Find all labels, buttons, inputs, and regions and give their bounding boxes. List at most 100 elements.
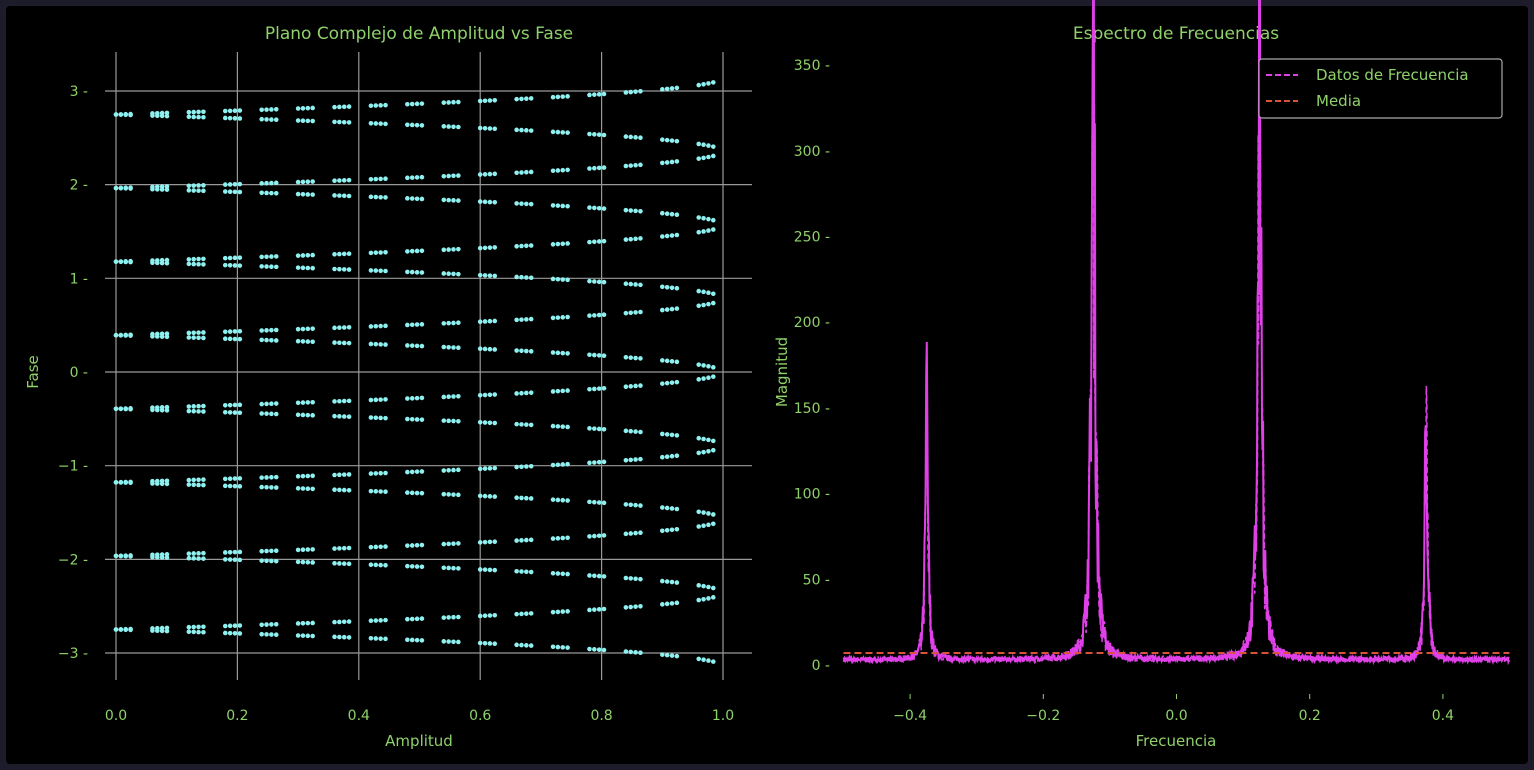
scatter-point: [550, 242, 556, 247]
scatter-point: [592, 205, 597, 211]
scatter-point: [565, 94, 570, 99]
scatter-point: [519, 495, 524, 501]
scatter-point: [128, 406, 133, 411]
scatter-point: [269, 411, 274, 417]
scatter-point: [451, 614, 456, 620]
scatter-point: [237, 263, 243, 268]
scatter-point: [227, 483, 233, 489]
scatter-point: [368, 544, 374, 550]
scatter-point: [456, 246, 461, 252]
scatter-point: [441, 124, 447, 129]
scatter-point: [628, 134, 634, 140]
scatter-point: [706, 228, 711, 233]
scatter-point: [222, 336, 228, 341]
scatter-point: [560, 130, 566, 135]
scatter-point: [550, 570, 556, 576]
scatter-point: [550, 536, 556, 541]
scatter-point: [414, 490, 420, 496]
scatter-point: [201, 403, 206, 409]
scatter-point: [341, 325, 347, 330]
scatter-point: [310, 339, 315, 345]
scatter-point: [305, 192, 311, 197]
scatter-point: [273, 264, 279, 270]
scatter-point: [232, 402, 238, 408]
scatter-point: [273, 621, 279, 627]
scatter-point: [196, 114, 201, 120]
scatter-point: [405, 416, 410, 422]
scatter-point: [477, 98, 483, 104]
scatter-point: [441, 344, 447, 350]
scatter-point: [237, 255, 243, 260]
scatter-point: [164, 408, 170, 413]
scatter-point: [664, 432, 670, 437]
scatter-point: [154, 478, 160, 484]
scatter-point: [601, 238, 607, 244]
scatter-point: [528, 643, 534, 648]
scatter-point: [337, 104, 342, 110]
scatter-point: [701, 436, 706, 442]
scatter-point: [264, 411, 269, 416]
scatter-point: [664, 358, 670, 364]
scatter-point: [273, 338, 279, 343]
scatter-point: [477, 493, 483, 499]
scatter-point: [227, 476, 233, 482]
scatter-point: [419, 343, 425, 349]
scatter-point: [601, 353, 607, 359]
scatter-point: [164, 552, 170, 557]
scatter-point: [368, 488, 374, 494]
scatter-point: [669, 453, 675, 459]
scatter-point: [273, 411, 279, 417]
scatter-point: [259, 548, 264, 554]
scatter-point: [232, 116, 238, 121]
y-tick-label: 50 -: [803, 572, 830, 588]
scatter-point: [346, 487, 352, 493]
scatter-point: [592, 499, 597, 505]
scatter-point: [227, 402, 233, 408]
scatter-point: [555, 388, 561, 394]
scatter-point: [555, 536, 561, 541]
scatter-point: [565, 130, 570, 135]
scatter-point: [118, 185, 124, 191]
scatter-point: [596, 279, 602, 285]
scatter-point: [669, 285, 675, 291]
scatter-point: [368, 268, 374, 273]
scatter-point: [524, 643, 529, 648]
scatter-point: [487, 318, 493, 324]
scatter-point: [555, 276, 561, 282]
scatter-point: [414, 343, 420, 349]
scatter-point: [237, 623, 243, 628]
scatter-point: [701, 583, 706, 589]
scatter-point: [560, 388, 566, 394]
scatter-point: [414, 196, 420, 202]
scatter-point: [332, 325, 337, 331]
scatter-point: [368, 103, 374, 109]
series-datos-de-frecuencia-dashed: [842, 0, 1510, 665]
scatter-point: [186, 335, 192, 340]
scatter-point: [660, 307, 665, 313]
scatter-point: [492, 126, 498, 132]
scatter-point: [300, 412, 306, 418]
scatter-point: [623, 384, 629, 390]
scatter-point: [451, 173, 456, 179]
legend-label-data: Datos de Frecuencia: [1316, 66, 1469, 84]
scatter-point: [150, 184, 155, 190]
scatter-point: [337, 414, 342, 419]
scatter-point: [669, 506, 675, 511]
scatter-point: [560, 497, 566, 503]
scatter-point: [305, 486, 311, 492]
scatter-point: [300, 621, 306, 626]
scatter-point: [164, 478, 170, 484]
scatter-point: [150, 258, 155, 263]
scatter-point: [477, 567, 483, 572]
scatter-point: [259, 254, 264, 260]
scatter-point: [674, 580, 680, 585]
scatter-point: [524, 243, 529, 249]
scatter-point: [441, 541, 447, 547]
scatter-point: [232, 557, 238, 563]
scatter-point: [300, 559, 306, 565]
scatter-point: [638, 135, 643, 141]
scatter-point: [405, 396, 410, 401]
scatter-point: [409, 543, 415, 548]
scatter-point: [701, 142, 706, 148]
scatter-point: [596, 312, 602, 318]
